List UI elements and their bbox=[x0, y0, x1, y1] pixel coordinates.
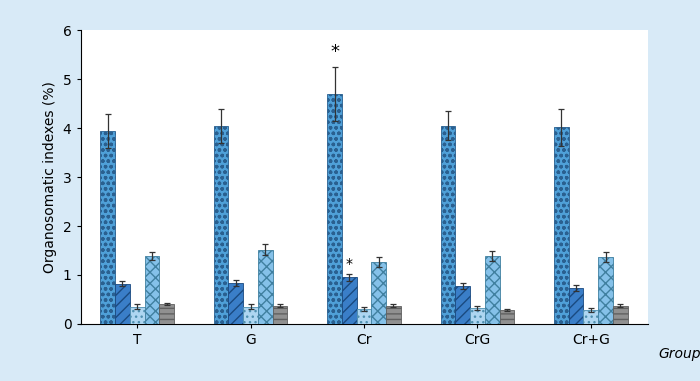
Text: *: * bbox=[346, 257, 353, 271]
Bar bbox=[228, 283, 243, 324]
Bar bbox=[243, 307, 258, 324]
Bar bbox=[115, 284, 130, 324]
Bar bbox=[327, 94, 342, 324]
Bar bbox=[455, 286, 470, 324]
Bar bbox=[440, 126, 455, 324]
Bar bbox=[160, 304, 174, 324]
Bar bbox=[470, 308, 485, 324]
Bar bbox=[372, 262, 386, 324]
Text: *: * bbox=[330, 43, 339, 61]
Bar bbox=[386, 306, 401, 324]
Bar bbox=[273, 306, 288, 324]
Bar bbox=[485, 256, 500, 324]
Bar bbox=[130, 307, 145, 324]
Bar bbox=[356, 309, 372, 324]
Bar bbox=[568, 288, 583, 324]
Bar bbox=[100, 131, 115, 324]
Bar bbox=[342, 277, 356, 324]
Bar bbox=[500, 310, 514, 324]
Bar bbox=[554, 127, 568, 324]
Text: Groups: Groups bbox=[659, 347, 700, 361]
Bar bbox=[258, 250, 273, 324]
Y-axis label: Organosomatic indexes (%): Organosomatic indexes (%) bbox=[43, 81, 57, 273]
Bar bbox=[583, 310, 598, 324]
Bar bbox=[145, 256, 160, 324]
Bar bbox=[598, 257, 613, 324]
Bar bbox=[613, 306, 628, 324]
Bar bbox=[214, 126, 228, 324]
